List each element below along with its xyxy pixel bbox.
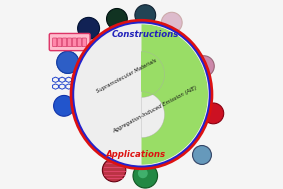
- Circle shape: [194, 56, 214, 77]
- FancyBboxPatch shape: [57, 38, 62, 47]
- Text: Applications: Applications: [106, 150, 166, 160]
- Circle shape: [102, 158, 126, 182]
- Text: Supramolecular Materials: Supramolecular Materials: [95, 57, 157, 94]
- Circle shape: [133, 163, 158, 188]
- FancyBboxPatch shape: [49, 33, 90, 51]
- Circle shape: [192, 146, 211, 164]
- Text: Constructions: Constructions: [112, 29, 179, 39]
- Ellipse shape: [70, 19, 213, 170]
- Circle shape: [135, 5, 156, 26]
- Polygon shape: [142, 24, 208, 165]
- FancyBboxPatch shape: [77, 38, 82, 47]
- Circle shape: [53, 95, 74, 116]
- Circle shape: [57, 51, 79, 73]
- FancyBboxPatch shape: [63, 38, 67, 47]
- FancyBboxPatch shape: [53, 38, 57, 47]
- Circle shape: [161, 12, 182, 33]
- Circle shape: [106, 9, 127, 29]
- Text: Aggregation-Induced Emission (AIE): Aggregation-Induced Emission (AIE): [112, 85, 198, 134]
- Ellipse shape: [74, 23, 209, 166]
- Circle shape: [203, 103, 224, 124]
- Circle shape: [78, 17, 100, 39]
- Ellipse shape: [72, 22, 211, 167]
- Circle shape: [57, 51, 79, 73]
- FancyBboxPatch shape: [72, 38, 76, 47]
- FancyBboxPatch shape: [67, 38, 72, 47]
- FancyBboxPatch shape: [82, 38, 86, 47]
- Circle shape: [138, 168, 148, 178]
